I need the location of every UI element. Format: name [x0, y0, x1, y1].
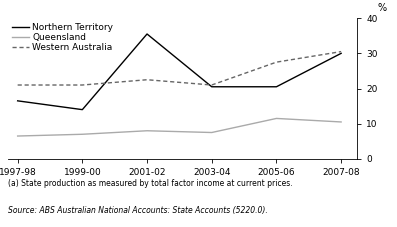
- Text: (a) State production as measured by total factor income at current prices.: (a) State production as measured by tota…: [8, 179, 293, 188]
- Legend: Northern Territory, Queensland, Western Australia: Northern Territory, Queensland, Western …: [12, 23, 113, 52]
- Text: Source: ABS Australian National Accounts: State Accounts (5220.0).: Source: ABS Australian National Accounts…: [8, 206, 268, 215]
- Text: %: %: [377, 2, 386, 12]
